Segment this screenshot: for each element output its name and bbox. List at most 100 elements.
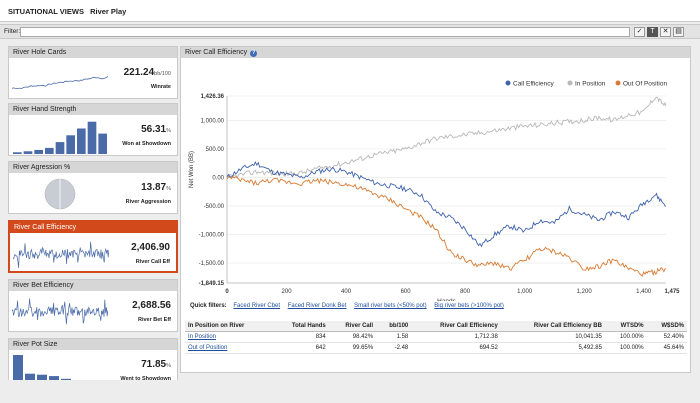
y-tick-label: -1,500.00 xyxy=(199,261,225,267)
card-river-hole-cards[interactable]: River Hole Cards 221.24bb/100 Winrate xyxy=(8,46,178,99)
histogram-bar xyxy=(45,147,54,154)
x-tick-label: 600 xyxy=(401,289,412,295)
sparkline xyxy=(12,75,108,90)
x-tick-label: 1,475 xyxy=(664,289,680,295)
sparkline-path xyxy=(13,241,109,268)
series-line xyxy=(226,96,667,179)
card-title: River Pot Size xyxy=(9,339,177,350)
clear-icon[interactable]: ✕ xyxy=(660,27,671,37)
table-cell: 99.65% xyxy=(328,342,377,354)
table-cell: 100.00% xyxy=(604,331,647,343)
legend-marker xyxy=(567,80,573,86)
filter-bar: Filter: ✓ T ✕ ▤ xyxy=(0,24,700,39)
card-title: River Hand Strength xyxy=(9,104,177,115)
card-river-bet-efficiency[interactable]: River Bet Efficiency 2,688.56 River Bet … xyxy=(8,279,178,332)
card-river-hand-strength[interactable]: River Hand Strength 56.31% Won at Showdo… xyxy=(8,103,178,156)
table-row: In Position 834 98.42% 1.58 1,712.38 10,… xyxy=(185,331,687,343)
histogram-bar xyxy=(55,142,65,154)
line-chart: Call Efficiency In Position Out Of Positio… xyxy=(189,80,680,301)
histogram xyxy=(13,121,107,154)
y-tick-label: 1,426.36 xyxy=(201,94,225,100)
card-value: 56.31% xyxy=(141,124,171,135)
column-header[interactable]: W$SD% xyxy=(646,321,687,332)
series-line xyxy=(226,161,667,248)
row-link[interactable]: Out of Position xyxy=(185,342,273,354)
column-header[interactable]: River Call Efficiency BB xyxy=(500,321,605,332)
y-tick-label: 0.00 xyxy=(212,175,224,181)
card-label: Went to Showdown xyxy=(120,376,171,382)
card-label: Winrate xyxy=(150,84,171,90)
row-link[interactable]: In Position xyxy=(185,331,273,343)
histogram-bar xyxy=(66,135,75,154)
column-header[interactable]: River Call Efficiency xyxy=(411,321,501,332)
table-cell: 834 xyxy=(272,331,329,343)
histogram-bar xyxy=(77,128,86,154)
table-cell: 10,041.35 xyxy=(500,331,605,343)
y-tick-label: 500.00 xyxy=(206,147,225,153)
card-value: 221.24bb/100 xyxy=(123,67,171,78)
table-cell: 1.58 xyxy=(376,331,412,343)
x-tick-label: 1,400 xyxy=(636,289,652,295)
table-cell: 98.42% xyxy=(328,331,377,343)
y-tick-label: -500.00 xyxy=(204,204,225,210)
column-header[interactable]: WTSD% xyxy=(604,321,647,332)
main-panel-header: River Call Efficiency? xyxy=(181,47,690,58)
column-header[interactable]: bb/100 xyxy=(376,321,412,332)
card-value: 2,406.90 xyxy=(131,242,170,253)
quick-filters-label: Quick filters: xyxy=(190,303,227,309)
column-header[interactable]: River Call xyxy=(328,321,377,332)
legend-marker xyxy=(615,80,621,86)
card-river-aggression[interactable]: River Agression % 13.87% River Aggressio… xyxy=(8,161,178,214)
page-subtitle: River Play xyxy=(90,7,127,16)
main-panel-title: River Call Efficiency xyxy=(185,49,248,56)
column-header[interactable]: Total Hands xyxy=(272,321,329,332)
histogram-bar xyxy=(98,133,107,154)
series-line xyxy=(226,175,666,278)
pie-chart xyxy=(44,178,76,210)
sparkline xyxy=(12,298,108,325)
histogram-bar xyxy=(13,152,22,154)
table-cell: -2.48 xyxy=(376,342,412,354)
legend-label: In Position xyxy=(575,81,606,88)
column-header[interactable]: In Position on River xyxy=(185,321,273,332)
x-axis-label: Hands xyxy=(437,298,457,301)
card-label: River Bet Eff xyxy=(137,317,171,323)
table-cell: 694.52 xyxy=(411,342,501,354)
quick-filter-link[interactable]: Big river bets (>100% pot) xyxy=(434,303,504,309)
help-icon[interactable]: ? xyxy=(250,50,258,57)
title-bar: SITUATIONAL VIEWS River Play xyxy=(0,0,700,22)
stats-table: In Position on River Total Hands River C… xyxy=(185,321,687,354)
table-cell: 45.64% xyxy=(646,342,687,354)
quick-filters: Quick filters: Faced River Cbet Faced Ri… xyxy=(190,303,510,309)
quick-filter-link[interactable]: Faced River Cbet xyxy=(233,303,281,309)
main-panel: River Call Efficiency? Call Efficiency In… xyxy=(180,46,691,373)
filter-input[interactable] xyxy=(20,27,630,37)
x-tick-label: 1,200 xyxy=(577,289,593,295)
table-cell: 642 xyxy=(272,342,329,354)
sparkline-path xyxy=(12,75,108,90)
histogram-bar xyxy=(23,151,33,154)
table-cell: 52.40% xyxy=(646,331,687,343)
card-title: River Agression % xyxy=(9,162,177,173)
y-tick-label: -1,849.15 xyxy=(199,281,225,287)
quick-filter-link[interactable]: Small river bets (<50% pot) xyxy=(354,303,427,309)
sparkline xyxy=(13,241,109,268)
card-value: 2,688.56 xyxy=(132,300,171,311)
x-tick-label: 800 xyxy=(460,289,471,295)
check-icon[interactable]: ✓ xyxy=(634,27,645,37)
card-river-call-efficiency[interactable]: River Call Efficiency 2,406.90 River Cal… xyxy=(8,220,178,273)
filter-icon[interactable]: T xyxy=(647,27,658,37)
y-tick-label: -1,000.00 xyxy=(199,233,225,239)
save-icon[interactable]: ▤ xyxy=(673,27,684,37)
x-tick-label: 200 xyxy=(282,289,293,295)
y-axis-label: Net Won (BB) xyxy=(189,151,195,188)
table-cell: 5,492.85 xyxy=(500,342,605,354)
x-tick-label: 400 xyxy=(341,289,352,295)
table-row: Out of Position 642 99.65% -2.48 694.52 … xyxy=(185,342,687,354)
card-label: River Call Eff xyxy=(135,259,170,265)
table-cell: 1,712.38 xyxy=(411,331,501,343)
card-label: Won at Showdown xyxy=(122,141,171,147)
filter-label: Filter: xyxy=(4,28,21,35)
quick-filter-link[interactable]: Faced River Donk Bet xyxy=(287,303,347,309)
y-tick-label: 1,000.00 xyxy=(201,118,225,124)
